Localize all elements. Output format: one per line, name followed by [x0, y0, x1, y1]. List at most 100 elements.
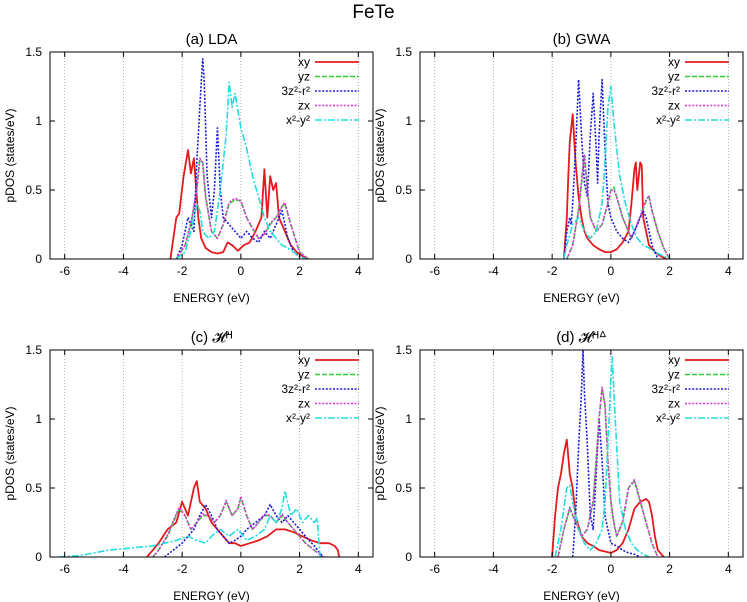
x-axis-label: ENERGY (eV)	[543, 291, 619, 305]
x-tick-label: -4	[118, 562, 129, 576]
legend-label-0: xy	[298, 353, 310, 367]
panel-title: (a) LDA	[186, 31, 238, 48]
legend-label-4: x²-y²	[656, 113, 680, 127]
x-tick-label: -4	[118, 264, 129, 278]
y-tick-label: 1	[35, 114, 42, 128]
y-tick-label: 1	[405, 114, 412, 128]
plot-frame	[49, 51, 374, 260]
series-line-0	[551, 438, 665, 557]
legend-label-3: zx	[668, 99, 680, 113]
series-line-1	[566, 154, 671, 259]
x-axis-label: ENERGY (eV)	[543, 589, 619, 602]
x-tick-label: 2	[666, 264, 673, 278]
series-line-2	[164, 503, 324, 557]
y-tick-label: 0.5	[25, 481, 42, 495]
x-tick-label: 4	[725, 562, 732, 576]
plot-frame	[419, 349, 744, 558]
x-tick-label: -2	[177, 562, 188, 576]
series-line-4	[175, 81, 306, 259]
x-tick-label: -6	[59, 562, 70, 576]
series-line-4	[58, 489, 321, 557]
series-line-4	[554, 356, 650, 557]
series-line-2	[571, 350, 641, 557]
legend-label-1: yz	[668, 70, 680, 84]
x-tick-label: 0	[608, 264, 615, 278]
series-group	[551, 350, 665, 557]
y-tick-label: 0	[405, 550, 412, 564]
y-axis-label: pDOS (states/eV)	[373, 108, 387, 202]
series-line-0	[146, 480, 341, 557]
panel-title: (b) GWA	[553, 31, 611, 48]
legend-label-4: x²-y²	[286, 113, 310, 127]
y-tick-label: 0.5	[395, 183, 412, 197]
legend-label-3: zx	[298, 99, 310, 113]
x-tick-label: -6	[429, 562, 440, 576]
series-line-3	[557, 386, 659, 557]
y-tick-label: 0.5	[395, 481, 412, 495]
y-axis-label: pDOS (states/eV)	[3, 108, 17, 202]
y-tick-label: 1	[405, 412, 412, 426]
legend-label-4: x²-y²	[656, 411, 680, 425]
series-line-1	[557, 387, 659, 557]
series-line-4	[563, 85, 670, 259]
x-tick-label: -4	[488, 562, 499, 576]
y-tick-label: 0	[405, 252, 412, 266]
x-tick-label: -2	[547, 264, 558, 278]
legend-label-1: yz	[298, 70, 310, 84]
series-group	[563, 78, 671, 259]
x-tick-label: 2	[296, 562, 303, 576]
x-tick-label: 4	[355, 562, 362, 576]
legend-label-0: xy	[668, 353, 680, 367]
x-tick-label: 2	[296, 264, 303, 278]
figure-title: FeTe	[352, 2, 395, 23]
legend-label-0: xy	[668, 55, 680, 69]
legend-label-1: yz	[298, 368, 310, 382]
plot-frame	[49, 349, 374, 558]
x-tick-label: 4	[355, 264, 362, 278]
panel-title: (c) 𝓗ᴴ	[191, 329, 233, 346]
legend-label-3: zx	[668, 397, 680, 411]
series-group	[58, 480, 341, 557]
panel-lda: -6 -4 -2 0 2 4 0 0.5 1 1.5 ENERGY (eV) pDOS (states…	[3, 31, 374, 305]
x-tick-label: 0	[238, 264, 245, 278]
panel-gwa: -6 -4 -2 0 2 4 0 0.5 1 1.5 ENERGY (eV) pDOS (states…	[373, 31, 744, 305]
series-line-3	[152, 495, 324, 557]
x-tick-label: -4	[488, 264, 499, 278]
series-line-2	[563, 78, 659, 259]
x-tick-label: 0	[238, 562, 245, 576]
x-axis-label: ENERGY (eV)	[173, 589, 249, 602]
x-tick-label: 2	[666, 562, 673, 576]
legend-label-3: zx	[298, 397, 310, 411]
y-tick-label: 0	[35, 252, 42, 266]
x-tick-label: 4	[725, 264, 732, 278]
y-tick-label: 1	[35, 412, 42, 426]
x-tick-label: -6	[429, 264, 440, 278]
series-line-0	[563, 113, 668, 259]
y-axis-label: pDOS (states/eV)	[373, 406, 387, 500]
legend-label-2: 3z²-r²	[651, 84, 680, 98]
legend-label-2: 3z²-r²	[281, 382, 310, 396]
legend-label-1: yz	[668, 368, 680, 382]
x-tick-label: -2	[177, 264, 188, 278]
series-line-0	[169, 149, 309, 259]
series-line-1	[152, 496, 324, 557]
legend-label-2: 3z²-r²	[651, 382, 680, 396]
x-tick-label: -6	[59, 264, 70, 278]
y-tick-label: 0.5	[25, 183, 42, 197]
y-tick-label: 1.5	[25, 343, 42, 357]
y-tick-label: 1.5	[25, 45, 42, 59]
series-group	[169, 58, 309, 259]
panel-title: (d) 𝓗ᴴᐞ	[556, 329, 607, 346]
series-line-2	[175, 58, 303, 259]
panel-h-h: -6 -4 -2 0 2 4 0 0.5 1 1.5 ENERGY (eV) pDOS (states…	[3, 329, 374, 602]
plot-frame	[419, 51, 744, 260]
legend-label-4: x²-y²	[286, 411, 310, 425]
x-tick-label: 0	[608, 562, 615, 576]
legend-label-0: xy	[298, 55, 310, 69]
y-axis-label: pDOS (states/eV)	[3, 406, 17, 500]
series-line-3	[566, 153, 671, 259]
panel-h-hdelta: -6 -4 -2 0 2 4 0 0.5 1 1.5 ENERGY (eV) pDOS (states…	[373, 329, 744, 602]
x-axis-label: ENERGY (eV)	[173, 291, 249, 305]
y-tick-label: 0	[35, 550, 42, 564]
